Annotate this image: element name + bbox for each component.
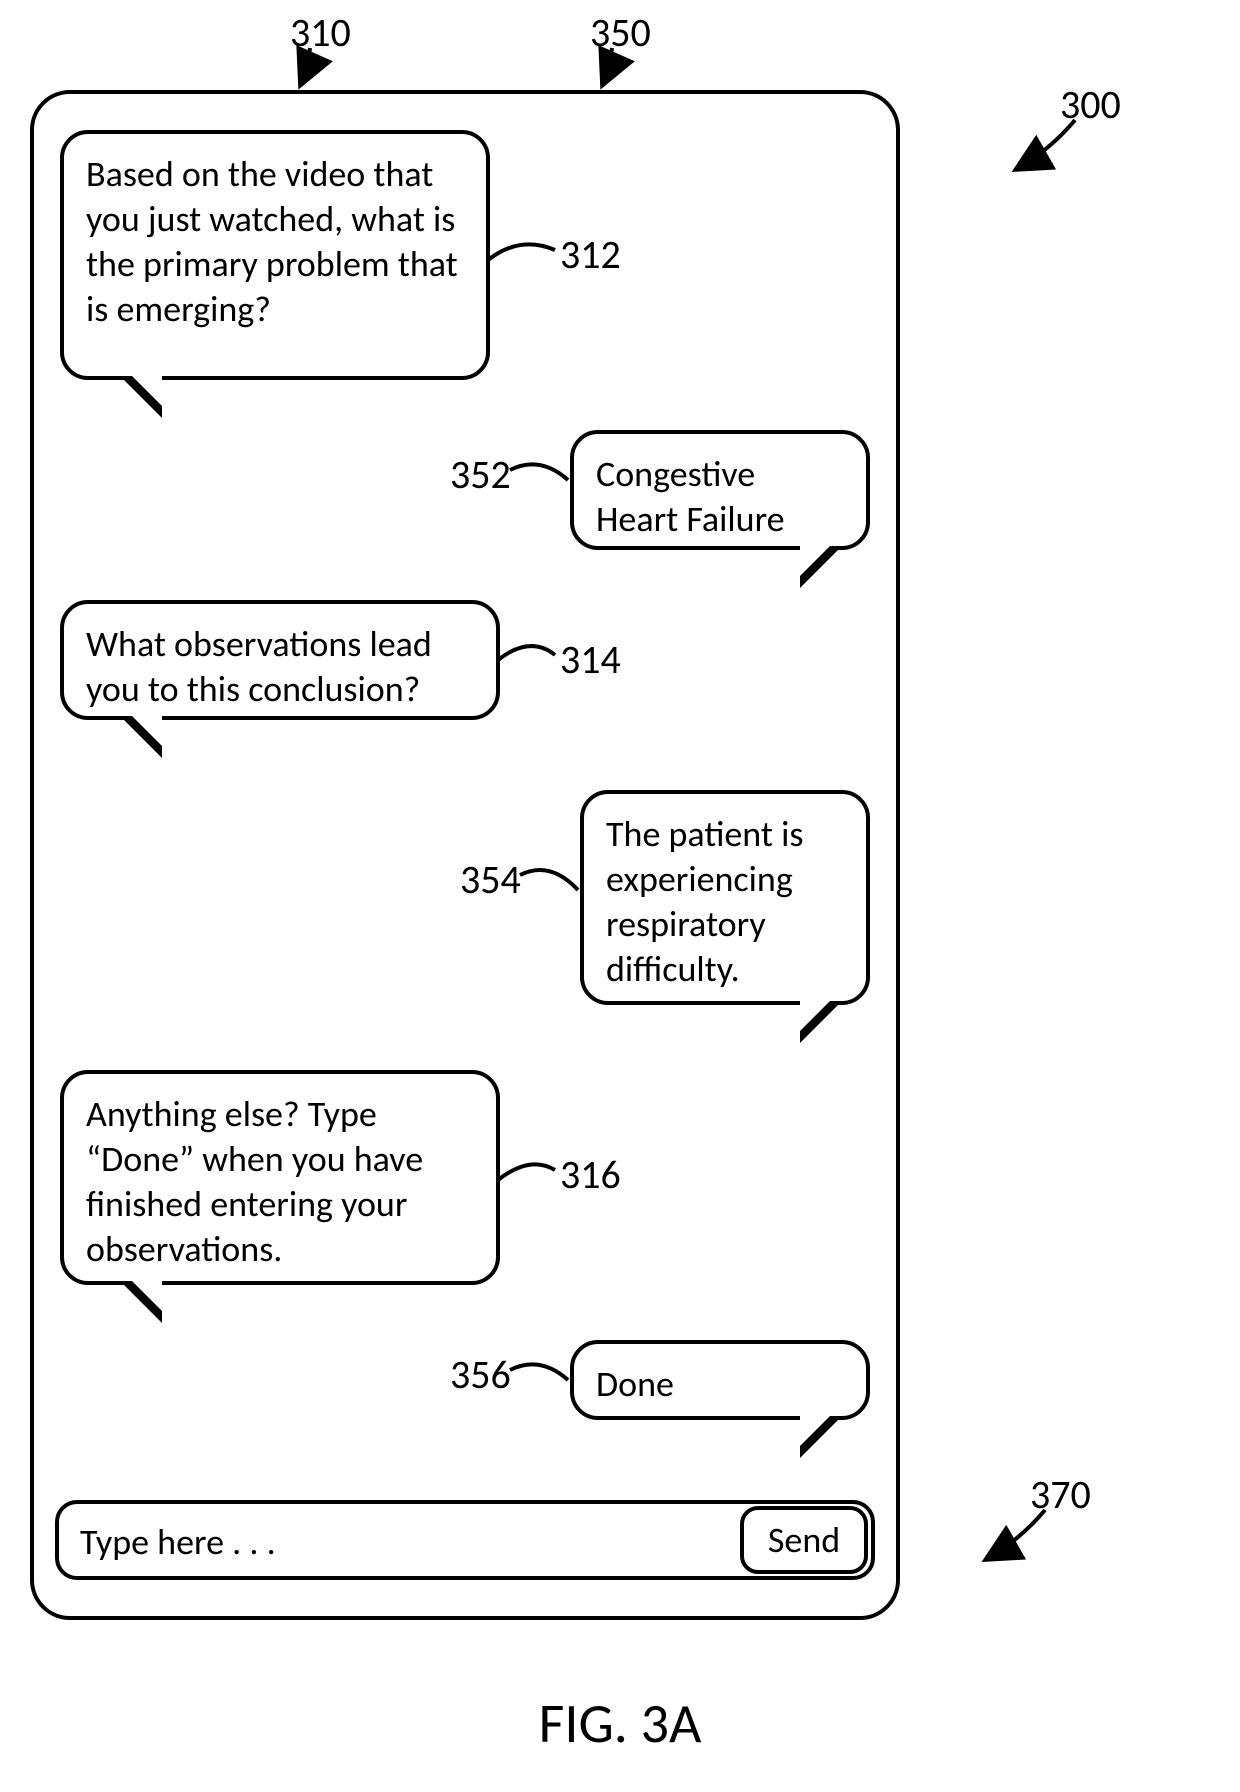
ref-arrow-370: [0, 0, 1240, 1792]
figure-caption: FIG. 3A: [0, 1690, 1240, 1758]
figure-canvas: 310 350 300 Based on the video that you …: [0, 0, 1240, 1792]
